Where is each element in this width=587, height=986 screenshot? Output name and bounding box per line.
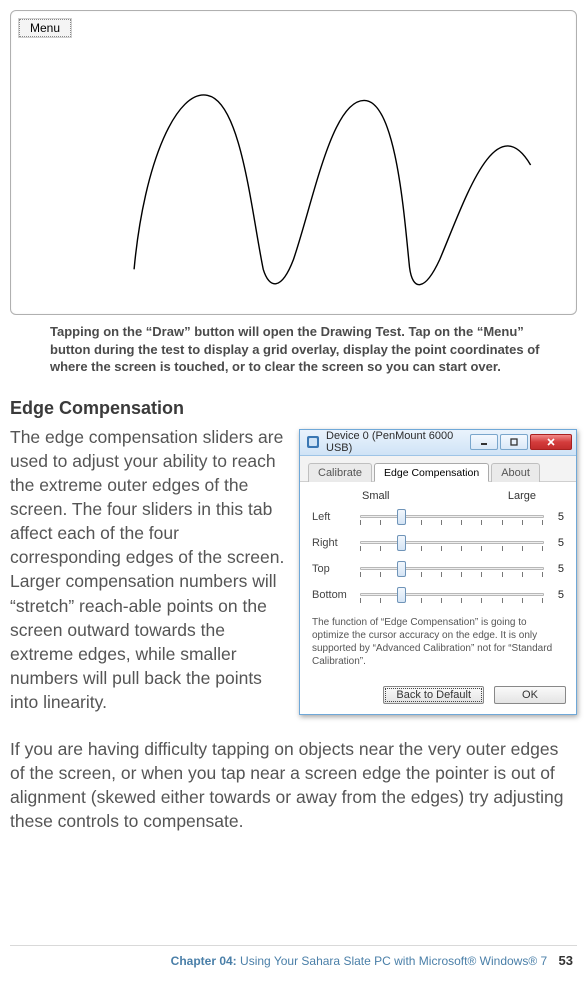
page-footer: Chapter 04: Using Your Sahara Slate PC w… <box>171 953 573 968</box>
dialog-note: The function of “Edge Compensation” is g… <box>312 616 564 668</box>
scale-large-label: Large <box>508 490 536 502</box>
handwriting-stroke <box>11 11 576 314</box>
minimize-button[interactable] <box>470 434 498 450</box>
dialog-body: Small Large Left 5 Right 5 <box>300 482 576 676</box>
drawing-test-panel: Menu <box>10 10 577 315</box>
slider-value: 5 <box>550 589 564 601</box>
maximize-button[interactable] <box>500 434 528 450</box>
ok-button[interactable]: OK <box>494 686 566 704</box>
dialog-title: Device 0 (PenMount 6000 USB) <box>326 430 462 454</box>
close-button[interactable] <box>530 434 572 450</box>
slider-label: Top <box>312 563 354 575</box>
tab-calibrate[interactable]: Calibrate <box>308 463 372 482</box>
slider-label: Bottom <box>312 589 354 601</box>
back-to-default-button[interactable]: Back to Default <box>383 686 484 704</box>
slider-value: 5 <box>550 563 564 575</box>
dialog-tabs: Calibrate Edge Compensation About <box>300 456 576 482</box>
scale-small-label: Small <box>362 490 390 502</box>
slider-value: 5 <box>550 511 564 523</box>
footer-chapter: Chapter 04: <box>171 954 237 968</box>
footer-title: Using Your Sahara Slate PC with Microsof… <box>240 954 547 968</box>
slider-label: Right <box>312 537 354 549</box>
app-icon <box>306 435 320 449</box>
dialog-actions: Back to Default OK <box>300 676 576 714</box>
slider-row-bottom: Bottom 5 <box>312 584 564 606</box>
section-heading: Edge Compensation <box>10 398 577 419</box>
page-number: 53 <box>559 953 573 968</box>
tab-about[interactable]: About <box>491 463 540 482</box>
tab-edge-compensation[interactable]: Edge Compensation <box>374 463 489 482</box>
slider-row-top: Top 5 <box>312 558 564 580</box>
dialog-titlebar: Device 0 (PenMount 6000 USB) <box>300 430 576 456</box>
slider-label: Left <box>312 511 354 523</box>
drawing-caption: Tapping on the “Draw” button will open t… <box>10 315 577 376</box>
edge-compensation-description: The edge compensation sliders are used t… <box>10 425 285 715</box>
slider-row-right: Right 5 <box>312 532 564 554</box>
left-slider[interactable] <box>360 506 544 528</box>
edge-compensation-dialog: Device 0 (PenMount 6000 USB) Calibrate E… <box>299 429 577 715</box>
right-slider[interactable] <box>360 532 544 554</box>
top-slider[interactable] <box>360 558 544 580</box>
bottom-slider[interactable] <box>360 584 544 606</box>
slider-value: 5 <box>550 537 564 549</box>
slider-scale-labels: Small Large <box>312 490 564 506</box>
edge-compensation-advice: If you are having difficulty tapping on … <box>10 737 577 834</box>
footer-rule <box>10 945 577 946</box>
slider-row-left: Left 5 <box>312 506 564 528</box>
